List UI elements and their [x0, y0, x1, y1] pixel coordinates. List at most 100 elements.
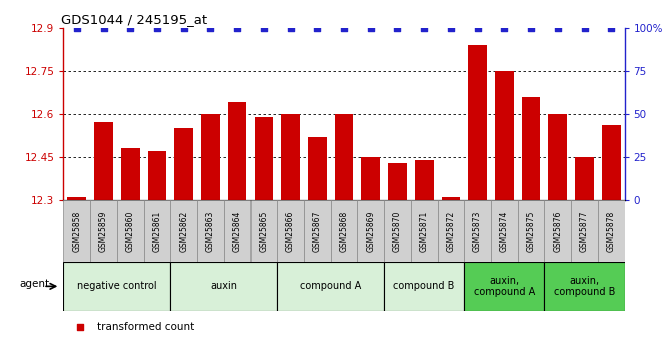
Text: GSM25878: GSM25878 — [607, 210, 616, 252]
Bar — [388, 163, 407, 200]
Text: auxin: auxin — [210, 282, 237, 291]
Bar — [491, 200, 518, 262]
Bar — [522, 97, 540, 200]
Text: GSM25868: GSM25868 — [339, 210, 349, 252]
Point — [312, 25, 323, 30]
Bar — [357, 200, 384, 262]
Text: GSM25861: GSM25861 — [152, 210, 162, 252]
Bar — [255, 117, 273, 200]
Text: transformed count: transformed count — [97, 322, 194, 332]
Bar — [67, 197, 86, 200]
Bar — [174, 128, 193, 200]
Bar — [94, 122, 113, 200]
Text: GSM25872: GSM25872 — [446, 210, 456, 252]
Bar — [224, 200, 250, 262]
Text: GSM25867: GSM25867 — [313, 210, 322, 252]
Bar — [148, 151, 166, 200]
Bar — [464, 262, 544, 310]
Text: GSM25859: GSM25859 — [99, 210, 108, 252]
Text: GSM25869: GSM25869 — [366, 210, 375, 252]
Bar — [308, 137, 327, 200]
Text: GSM25876: GSM25876 — [553, 210, 562, 252]
Point — [98, 25, 109, 30]
Text: GSM25875: GSM25875 — [526, 210, 536, 252]
Point — [205, 25, 216, 30]
Bar — [544, 262, 625, 310]
Point — [365, 25, 376, 30]
Point — [472, 25, 483, 30]
Text: GSM25871: GSM25871 — [420, 210, 429, 252]
Bar — [411, 200, 438, 262]
Text: auxin,
compound B: auxin, compound B — [554, 276, 615, 297]
Point — [125, 25, 136, 30]
Bar — [228, 102, 246, 200]
Bar — [117, 200, 144, 262]
Bar — [384, 200, 411, 262]
Text: GSM25870: GSM25870 — [393, 210, 402, 252]
Bar — [415, 160, 434, 200]
Bar — [438, 200, 464, 262]
Point — [232, 25, 242, 30]
Bar — [442, 197, 460, 200]
Bar — [495, 71, 514, 200]
Text: GSM25873: GSM25873 — [473, 210, 482, 252]
Text: GSM25862: GSM25862 — [179, 210, 188, 252]
Point — [71, 25, 82, 30]
Text: GSM25877: GSM25877 — [580, 210, 589, 252]
Bar — [250, 200, 277, 262]
Bar — [518, 200, 544, 262]
Bar — [281, 114, 300, 200]
Bar — [468, 45, 487, 200]
Bar — [464, 200, 491, 262]
Bar — [548, 114, 567, 200]
Bar — [335, 114, 353, 200]
Bar — [197, 200, 224, 262]
Bar — [384, 262, 464, 310]
Bar — [277, 262, 384, 310]
Bar — [121, 148, 140, 200]
Bar — [602, 125, 621, 200]
Bar — [63, 200, 90, 262]
Point — [178, 25, 189, 30]
Text: GSM25864: GSM25864 — [232, 210, 242, 252]
Text: agent: agent — [19, 279, 49, 289]
Text: negative control: negative control — [77, 282, 157, 291]
Text: compound B: compound B — [393, 282, 455, 291]
Bar — [170, 262, 277, 310]
Text: compound A: compound A — [300, 282, 361, 291]
Bar — [361, 157, 380, 200]
Bar — [170, 200, 197, 262]
Point — [152, 25, 162, 30]
Bar — [304, 200, 331, 262]
Bar — [63, 262, 170, 310]
Bar — [544, 200, 571, 262]
Bar — [144, 200, 170, 262]
Point — [285, 25, 296, 30]
Point — [552, 25, 563, 30]
Text: GSM25863: GSM25863 — [206, 210, 215, 252]
Point — [606, 25, 617, 30]
Text: GSM25866: GSM25866 — [286, 210, 295, 252]
Point — [446, 25, 456, 30]
Text: auxin,
compound A: auxin, compound A — [474, 276, 535, 297]
Bar — [277, 200, 304, 262]
Point — [339, 25, 349, 30]
Point — [75, 324, 86, 330]
Point — [579, 25, 590, 30]
Bar — [571, 200, 598, 262]
Text: GSM25874: GSM25874 — [500, 210, 509, 252]
Text: GSM25865: GSM25865 — [259, 210, 269, 252]
Point — [499, 25, 510, 30]
Bar — [201, 114, 220, 200]
Point — [259, 25, 269, 30]
Text: GSM25858: GSM25858 — [72, 210, 81, 252]
Bar — [331, 200, 357, 262]
Bar — [90, 200, 117, 262]
Point — [526, 25, 536, 30]
Text: GSM25860: GSM25860 — [126, 210, 135, 252]
Bar — [598, 200, 625, 262]
Bar — [575, 157, 594, 200]
Text: GDS1044 / 245195_at: GDS1044 / 245195_at — [61, 13, 207, 27]
Point — [392, 25, 403, 30]
Point — [419, 25, 430, 30]
